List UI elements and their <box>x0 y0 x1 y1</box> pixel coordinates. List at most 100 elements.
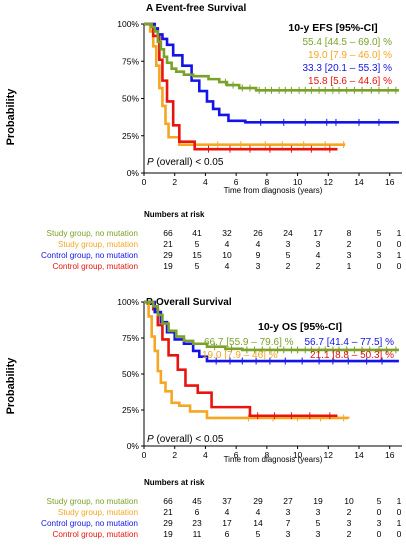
x-tick-label: 14 <box>354 450 364 460</box>
risk-value: 2 <box>347 507 352 517</box>
risk-value: 3 <box>316 239 321 249</box>
x-tick-label: 14 <box>354 177 364 187</box>
y-tick-label: 25% <box>122 405 139 415</box>
risk-value: 1 <box>397 250 402 260</box>
panel-a-xlabel: Time from diagnosis (years) <box>224 186 323 195</box>
risk-value: 3 <box>347 250 352 260</box>
risk-row-label: Control group, mutation <box>52 530 138 539</box>
risk-value: 0 <box>397 529 402 539</box>
risk-value: 2 <box>316 261 321 271</box>
panel-b-ci-control-mutation: 21.1 [8.8 – 50.3] % <box>310 350 394 361</box>
x-tick-label: 8 <box>264 177 269 187</box>
risk-value: 29 <box>163 518 173 528</box>
x-tick-label: 10 <box>293 177 303 187</box>
risk-value: 21 <box>163 507 173 517</box>
risk-value: 5 <box>195 261 200 271</box>
x-tick-label: 4 <box>203 177 208 187</box>
panel-b: B Overall Survival Probability 0% 25% 50% 7… <box>5 297 402 464</box>
risk-value: 29 <box>253 496 263 506</box>
risk-value: 11 <box>193 529 202 539</box>
risk-value: 3 <box>347 518 352 528</box>
panel-a-ci-study-mutation: 19.0 [7.9 – 46.0] % <box>308 50 392 61</box>
risk-value: 1 <box>397 496 402 506</box>
x-tick-label: 8 <box>264 450 269 460</box>
panel-b-ci-study-mutation: 19.0 [7.9 – 46] % <box>202 350 278 361</box>
panel-b-ylabel: Probability <box>5 357 17 415</box>
risk-value: 19 <box>163 261 173 271</box>
risk-value: 17 <box>313 228 323 238</box>
risk-value: 9 <box>256 250 261 260</box>
risk-table-b: Numbers at risk Study group, no mutation… <box>41 478 402 539</box>
y-tick-label: 50% <box>122 369 139 379</box>
panel-a-axes: 0% 25% 50% 75% 100% 0 2 4 6 8 10 12 14 16 <box>117 19 402 187</box>
risk-value: 19 <box>163 529 173 539</box>
risk-value: 1 <box>347 261 352 271</box>
panel-a-ci-title: 10-y EFS [95%-CI] <box>288 22 377 34</box>
risk-value: 32 <box>222 228 232 238</box>
risk-value: 4 <box>225 261 230 271</box>
risk-row-label: Control group, no mutation <box>41 251 138 260</box>
x-tick-label: 2 <box>172 450 177 460</box>
risk-value: 3 <box>256 261 261 271</box>
survival-curve <box>144 22 338 151</box>
risk-value: 1 <box>397 518 402 528</box>
risk-value: 2 <box>286 261 291 271</box>
risk-table-a-title: Numbers at risk <box>144 210 205 219</box>
y-tick-label: 0% <box>127 441 140 451</box>
risk-row-label: Study group, no mutation <box>47 497 139 506</box>
risk-value: 5 <box>195 239 200 249</box>
risk-row-label: Study group, mutation <box>58 240 139 249</box>
risk-row-label: Control group, mutation <box>52 262 138 271</box>
x-tick-label: 6 <box>234 450 239 460</box>
x-tick-label: 12 <box>324 177 334 187</box>
x-tick-label: 2 <box>172 177 177 187</box>
risk-value: 29 <box>163 250 173 260</box>
survival-curve <box>144 22 399 92</box>
panel-a-ci-control-mutation: 15.8 [5.6 – 44.6] % <box>308 76 392 87</box>
panel-b-ci-study-no-mutation: 66.7 [55.9 – 79.6] % <box>204 337 294 348</box>
panel-b-curves <box>144 300 399 422</box>
y-tick-label: 0% <box>127 168 140 178</box>
risk-value: 19 <box>313 496 323 506</box>
panel-a: A Event-free Survival Probability 0% 25% 5… <box>5 3 402 195</box>
risk-value: 5 <box>256 529 261 539</box>
x-tick-label: 0 <box>142 450 147 460</box>
risk-value: 14 <box>253 518 263 528</box>
x-tick-label: 0 <box>142 177 147 187</box>
risk-value: 10 <box>344 496 354 506</box>
panel-a-ylabel: Probability <box>5 88 17 146</box>
y-tick-label: 25% <box>122 131 139 141</box>
risk-value: 0 <box>377 239 382 249</box>
risk-value: 4 <box>316 250 321 260</box>
risk-value: 5 <box>377 228 382 238</box>
panel-b-ci-control-no-mutation: 56.7 [41.4 – 77.5] % <box>304 337 394 348</box>
survival-curve <box>144 22 399 124</box>
risk-value: 37 <box>222 496 232 506</box>
y-tick-label: 100% <box>117 19 139 29</box>
risk-value: 6 <box>225 529 230 539</box>
survival-curve <box>144 300 399 363</box>
y-tick-label: 75% <box>122 333 139 343</box>
x-tick-label: 16 <box>385 177 395 187</box>
panel-b-title: B Overall Survival <box>146 297 232 308</box>
x-tick-label: 6 <box>234 177 239 187</box>
risk-value: 41 <box>192 228 202 238</box>
risk-value: 7 <box>286 518 291 528</box>
risk-value: 2 <box>347 529 352 539</box>
risk-value: 24 <box>283 228 293 238</box>
risk-value: 0 <box>377 507 382 517</box>
survival-curve <box>144 300 399 352</box>
panel-a-ci-study-no-mutation: 55.4 [44.5 – 69.0] % <box>302 37 392 48</box>
survival-curve <box>144 300 350 420</box>
y-tick-label: 100% <box>117 297 139 307</box>
risk-value: 4 <box>256 507 261 517</box>
risk-value: 5 <box>316 518 321 528</box>
y-tick-label: 50% <box>122 94 139 104</box>
risk-value: 4 <box>225 239 230 249</box>
panel-a-pvalue: P (overall) < 0.05 <box>147 157 224 168</box>
panel-b-xlabel: Time from diagnosis (years) <box>224 455 323 464</box>
risk-value: 27 <box>283 496 293 506</box>
risk-table-b-title: Numbers at risk <box>144 478 205 487</box>
risk-row-label: Study group, mutation <box>58 508 139 517</box>
